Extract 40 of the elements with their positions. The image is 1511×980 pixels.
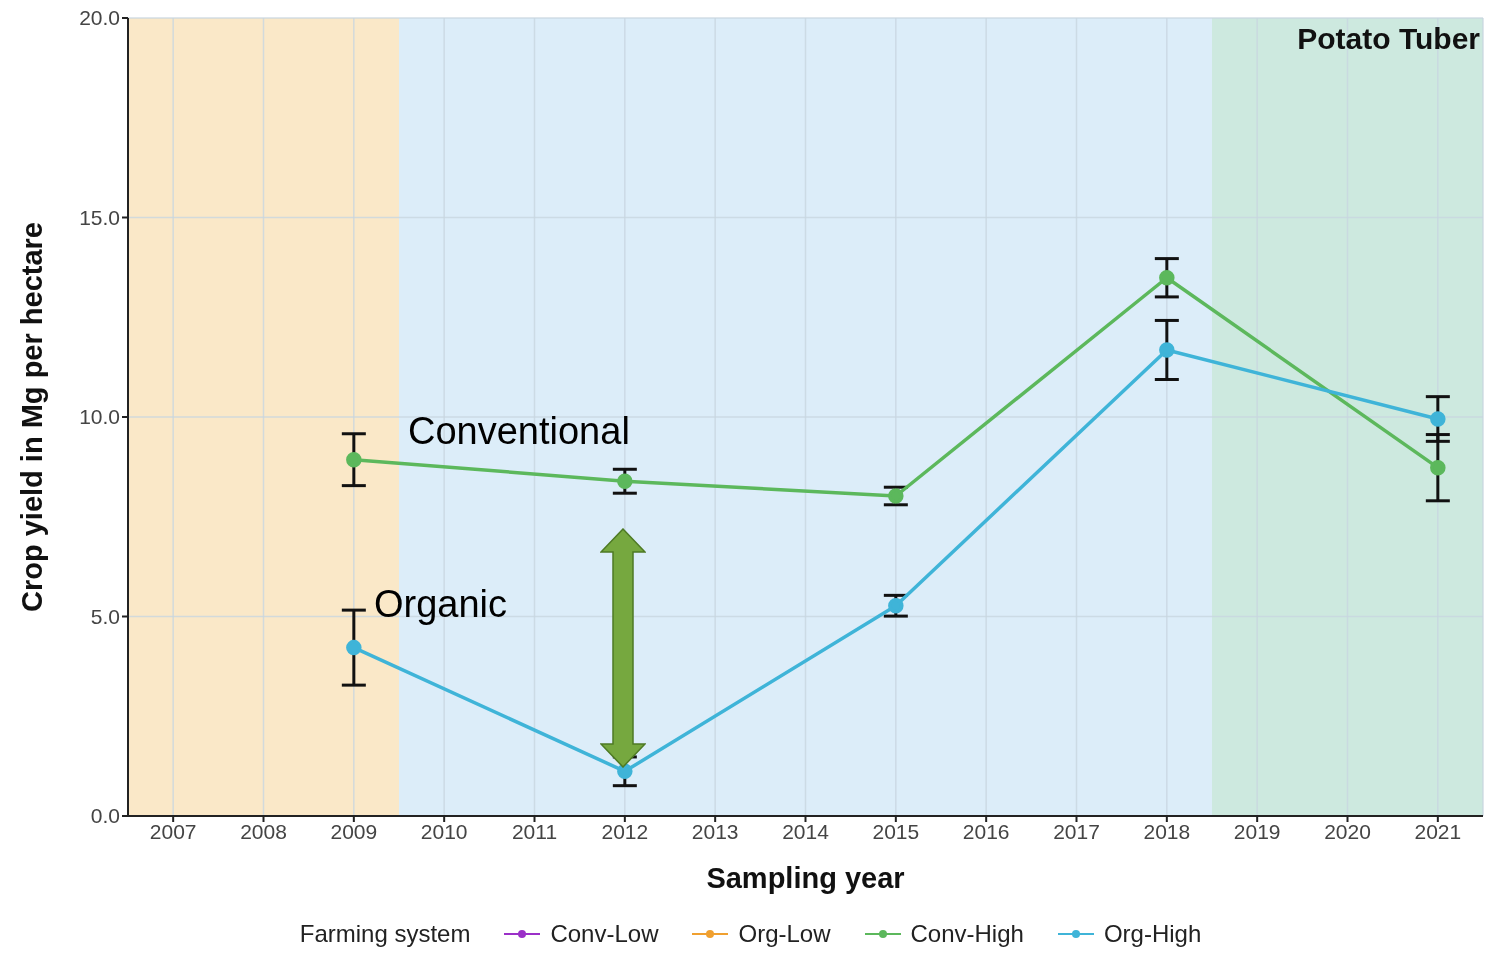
point [617,763,633,780]
point [1430,411,1446,427]
x-axis-title: Sampling year [706,862,905,894]
legend-label: Org-High [1103,920,1202,948]
x-tick-label: 2008 [240,819,287,843]
point [1430,459,1446,476]
y-axis-title: Crop yield in Mg per hectare [16,222,49,612]
x-tick-label: 2011 [511,819,558,843]
x-tick-label: 2019 [1233,819,1281,843]
x-tick-label: 2014 [782,819,830,843]
x-tick-label: 2013 [691,819,739,843]
point [346,451,362,468]
point [346,639,362,656]
x-tick-label: 2017 [1053,819,1100,843]
x-tick-label: 2021 [1414,819,1462,843]
y-tick-label: 0.0 [90,804,120,828]
y-tick-label: 5.0 [90,604,120,628]
y-tick-label: 20.0 [79,6,120,30]
x-tick-label: 2012 [601,819,649,843]
legend-title: Farming system [299,920,471,948]
point [1159,342,1175,358]
legend-label: Conv-High [910,920,1024,948]
annotation: Organic [374,583,508,626]
chart-title: Potato Tuber [1297,22,1480,56]
x-tick-label: 2007 [149,819,197,843]
legend-label: Conv-Low [550,920,659,948]
x-tick-label: 2009 [330,819,378,843]
point [888,488,904,504]
x-tick-label: 2016 [962,819,1010,843]
x-tick-label: 2010 [420,819,468,843]
legend-label: Org-Low [738,920,831,948]
point [1159,270,1175,286]
point [617,473,633,489]
x-tick-label: 2018 [1143,819,1191,843]
y-tick-label: 15.0 [79,205,120,229]
x-tick-label: 2015 [872,819,920,843]
x-tick-label: 2020 [1324,819,1371,843]
annotation: Conventional [408,410,630,453]
point [888,597,904,614]
y-tick-label: 10.0 [79,405,120,429]
